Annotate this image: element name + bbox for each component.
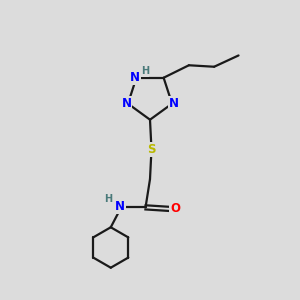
Text: O: O bbox=[170, 202, 180, 215]
Text: N: N bbox=[169, 97, 178, 110]
Text: N: N bbox=[122, 97, 131, 110]
Text: S: S bbox=[147, 143, 156, 156]
Text: H: H bbox=[141, 66, 149, 76]
Text: H: H bbox=[105, 194, 113, 204]
Text: N: N bbox=[115, 200, 125, 213]
Text: N: N bbox=[130, 71, 140, 84]
